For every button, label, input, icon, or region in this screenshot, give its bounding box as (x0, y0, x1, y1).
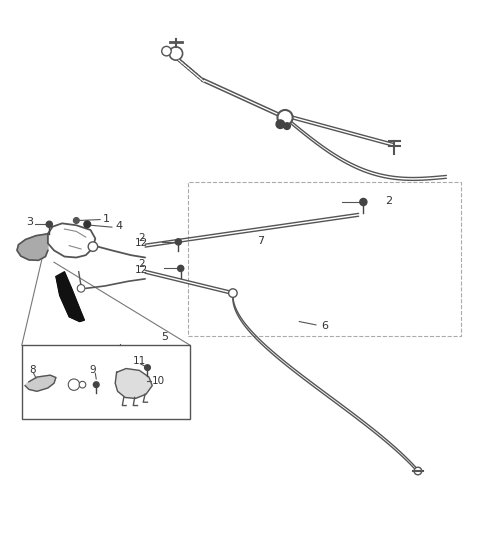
Circle shape (73, 218, 79, 223)
Polygon shape (115, 368, 152, 398)
Circle shape (84, 221, 91, 227)
Text: 1: 1 (102, 214, 109, 224)
Text: 2: 2 (138, 259, 144, 269)
Text: 9: 9 (90, 365, 96, 375)
Circle shape (284, 123, 290, 129)
Text: 2: 2 (384, 195, 392, 206)
Text: 8: 8 (29, 365, 36, 375)
Circle shape (276, 120, 285, 129)
Circle shape (94, 382, 99, 388)
Circle shape (77, 285, 85, 292)
Circle shape (228, 289, 237, 297)
Text: 5: 5 (162, 332, 168, 342)
Circle shape (144, 365, 150, 371)
Polygon shape (17, 234, 48, 261)
Circle shape (277, 110, 293, 125)
Bar (22, 345, 190, 419)
Circle shape (175, 239, 181, 245)
Circle shape (414, 467, 422, 475)
Polygon shape (56, 272, 84, 321)
Text: 4: 4 (116, 221, 123, 231)
Circle shape (162, 46, 171, 56)
Text: 3: 3 (26, 217, 34, 227)
Circle shape (178, 265, 184, 271)
Circle shape (68, 379, 80, 390)
Text: 10: 10 (152, 376, 165, 386)
Text: 6: 6 (322, 321, 329, 331)
Circle shape (46, 221, 52, 227)
Polygon shape (25, 375, 56, 391)
Text: 7: 7 (257, 236, 264, 246)
Circle shape (79, 381, 86, 388)
Circle shape (360, 199, 367, 206)
Text: 2: 2 (138, 233, 144, 242)
Text: 12: 12 (135, 238, 148, 248)
Bar (188, 182, 461, 336)
Text: 11: 11 (133, 356, 146, 366)
Text: 12: 12 (135, 265, 148, 276)
Circle shape (88, 242, 97, 252)
Circle shape (169, 47, 182, 60)
